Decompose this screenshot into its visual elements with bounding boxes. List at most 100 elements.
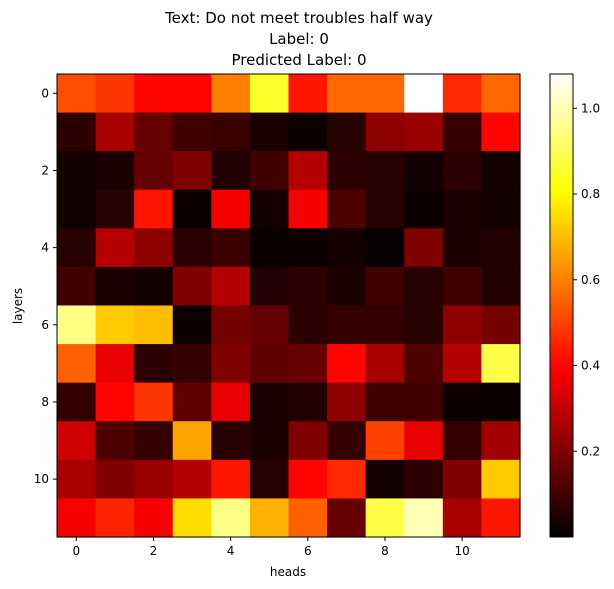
heatmap-cell: [249, 74, 290, 114]
heatmap-cell: [134, 498, 174, 538]
heatmap-cell: [249, 228, 290, 268]
heatmap-cell: [288, 266, 328, 307]
heatmap-cell: [481, 382, 521, 422]
heatmap-cell: [404, 112, 444, 152]
heatmap-cell: [327, 305, 367, 345]
x-axis-ticks: 0 2 4 6 8 10: [72, 537, 470, 558]
heatmap-cell: [442, 344, 483, 384]
y-tick-label: 0: [41, 86, 49, 100]
heatmap-cell: [95, 421, 135, 461]
heatmap-cell: [404, 459, 444, 500]
heatmap-cell: [172, 112, 212, 152]
heatmap-cell: [365, 459, 405, 500]
heatmap-cell: [365, 498, 405, 538]
y-tick-label: 10: [34, 472, 49, 486]
heatmap-cell: [442, 266, 483, 307]
heatmap-cell: [134, 344, 174, 384]
y-axis-ticks: 0 2 4 6 8 10: [34, 86, 57, 486]
heatmap-cell: [211, 74, 251, 114]
colorbar-tick-label: 0.2: [581, 444, 600, 458]
heatmap-cell: [57, 459, 97, 500]
heatmap-cell: [57, 228, 97, 268]
heatmap-cell: [442, 421, 483, 461]
heatmap-cell: [481, 151, 521, 191]
heatmap-cell: [404, 228, 444, 268]
heatmap-cell: [134, 228, 174, 268]
heatmap-cell: [211, 344, 251, 384]
heatmap-cell: [365, 266, 405, 307]
heatmap-cell: [481, 459, 521, 500]
x-tick-label: 2: [150, 544, 158, 558]
heatmap-cell: [327, 266, 367, 307]
heatmap-cell: [288, 459, 328, 500]
x-tick-label: 4: [227, 544, 235, 558]
x-tick-label: 8: [381, 544, 389, 558]
y-tick-label: 4: [41, 241, 49, 255]
heatmap-cell: [327, 151, 367, 191]
heatmap-cell: [172, 74, 212, 114]
heatmap-cell: [481, 498, 521, 538]
heatmap-cell: [404, 344, 444, 384]
plot-frame: [56, 73, 521, 538]
heatmap-cell: [249, 151, 290, 191]
heatmap-cell: [57, 421, 97, 461]
heatmap-cell: [365, 344, 405, 384]
heatmap-cell: [95, 459, 135, 500]
heatmap-cell: [57, 344, 97, 384]
heatmap-cell: [404, 189, 444, 229]
title-line-predicted: Predicted Label: 0: [231, 51, 366, 69]
y-axis-label: layers: [11, 288, 25, 324]
heatmap-cell: [288, 189, 328, 229]
heatmap-cell: [134, 382, 174, 422]
heatmap-cell: [327, 382, 367, 422]
heatmap-cell: [172, 382, 212, 422]
heatmap-cell: [249, 189, 290, 229]
heatmap-cell: [95, 382, 135, 422]
colorbar-tick-label: 0.6: [581, 273, 600, 287]
heatmap-cell: [211, 305, 251, 345]
heatmap-cell: [327, 421, 367, 461]
heatmap-cell: [134, 189, 174, 229]
y-tick-label: 6: [41, 318, 49, 332]
heatmap-cell: [442, 382, 483, 422]
heatmap-cell: [95, 151, 135, 191]
heatmap-cell: [327, 498, 367, 538]
heatmap-cell: [95, 305, 135, 345]
heatmap-cell: [211, 421, 251, 461]
heatmap-cell: [95, 112, 135, 152]
heatmap-cell: [327, 228, 367, 268]
heatmap-cell: [442, 498, 483, 538]
heatmap-cell: [288, 382, 328, 422]
heatmap-cell: [404, 266, 444, 307]
heatmap-cell: [404, 498, 444, 538]
heatmap-cell: [57, 189, 97, 229]
y-tick-label: 8: [41, 395, 49, 409]
heatmap-cell: [134, 421, 174, 461]
heatmap-cell: [481, 112, 521, 152]
colorbar-frame: [549, 73, 574, 538]
x-tick-label: 6: [304, 544, 312, 558]
title-line-label: Label: 0: [269, 30, 329, 48]
heatmap-cell: [134, 112, 174, 152]
heatmap-cell: [249, 382, 290, 422]
heatmap-cell: [365, 189, 405, 229]
heatmap-cell: [211, 112, 251, 152]
heatmap-cell: [481, 266, 521, 307]
heatmap-cell: [211, 266, 251, 307]
heatmap-cell: [288, 421, 328, 461]
heatmap-cell: [365, 74, 405, 114]
heatmap-cell: [327, 459, 367, 500]
heatmap-cell: [249, 112, 290, 152]
heatmap-cell: [442, 228, 483, 268]
heatmap-cell: [249, 421, 290, 461]
heatmap-cell: [404, 74, 444, 114]
heatmap-cell: [134, 459, 174, 500]
heatmap-cell: [481, 305, 521, 345]
heatmap-cell: [442, 112, 483, 152]
heatmap-cell: [57, 266, 97, 307]
heatmap-cell: [327, 74, 367, 114]
heatmap-cell: [95, 266, 135, 307]
heatmap-cell: [442, 305, 483, 345]
colorbar-gradient: [550, 74, 573, 537]
